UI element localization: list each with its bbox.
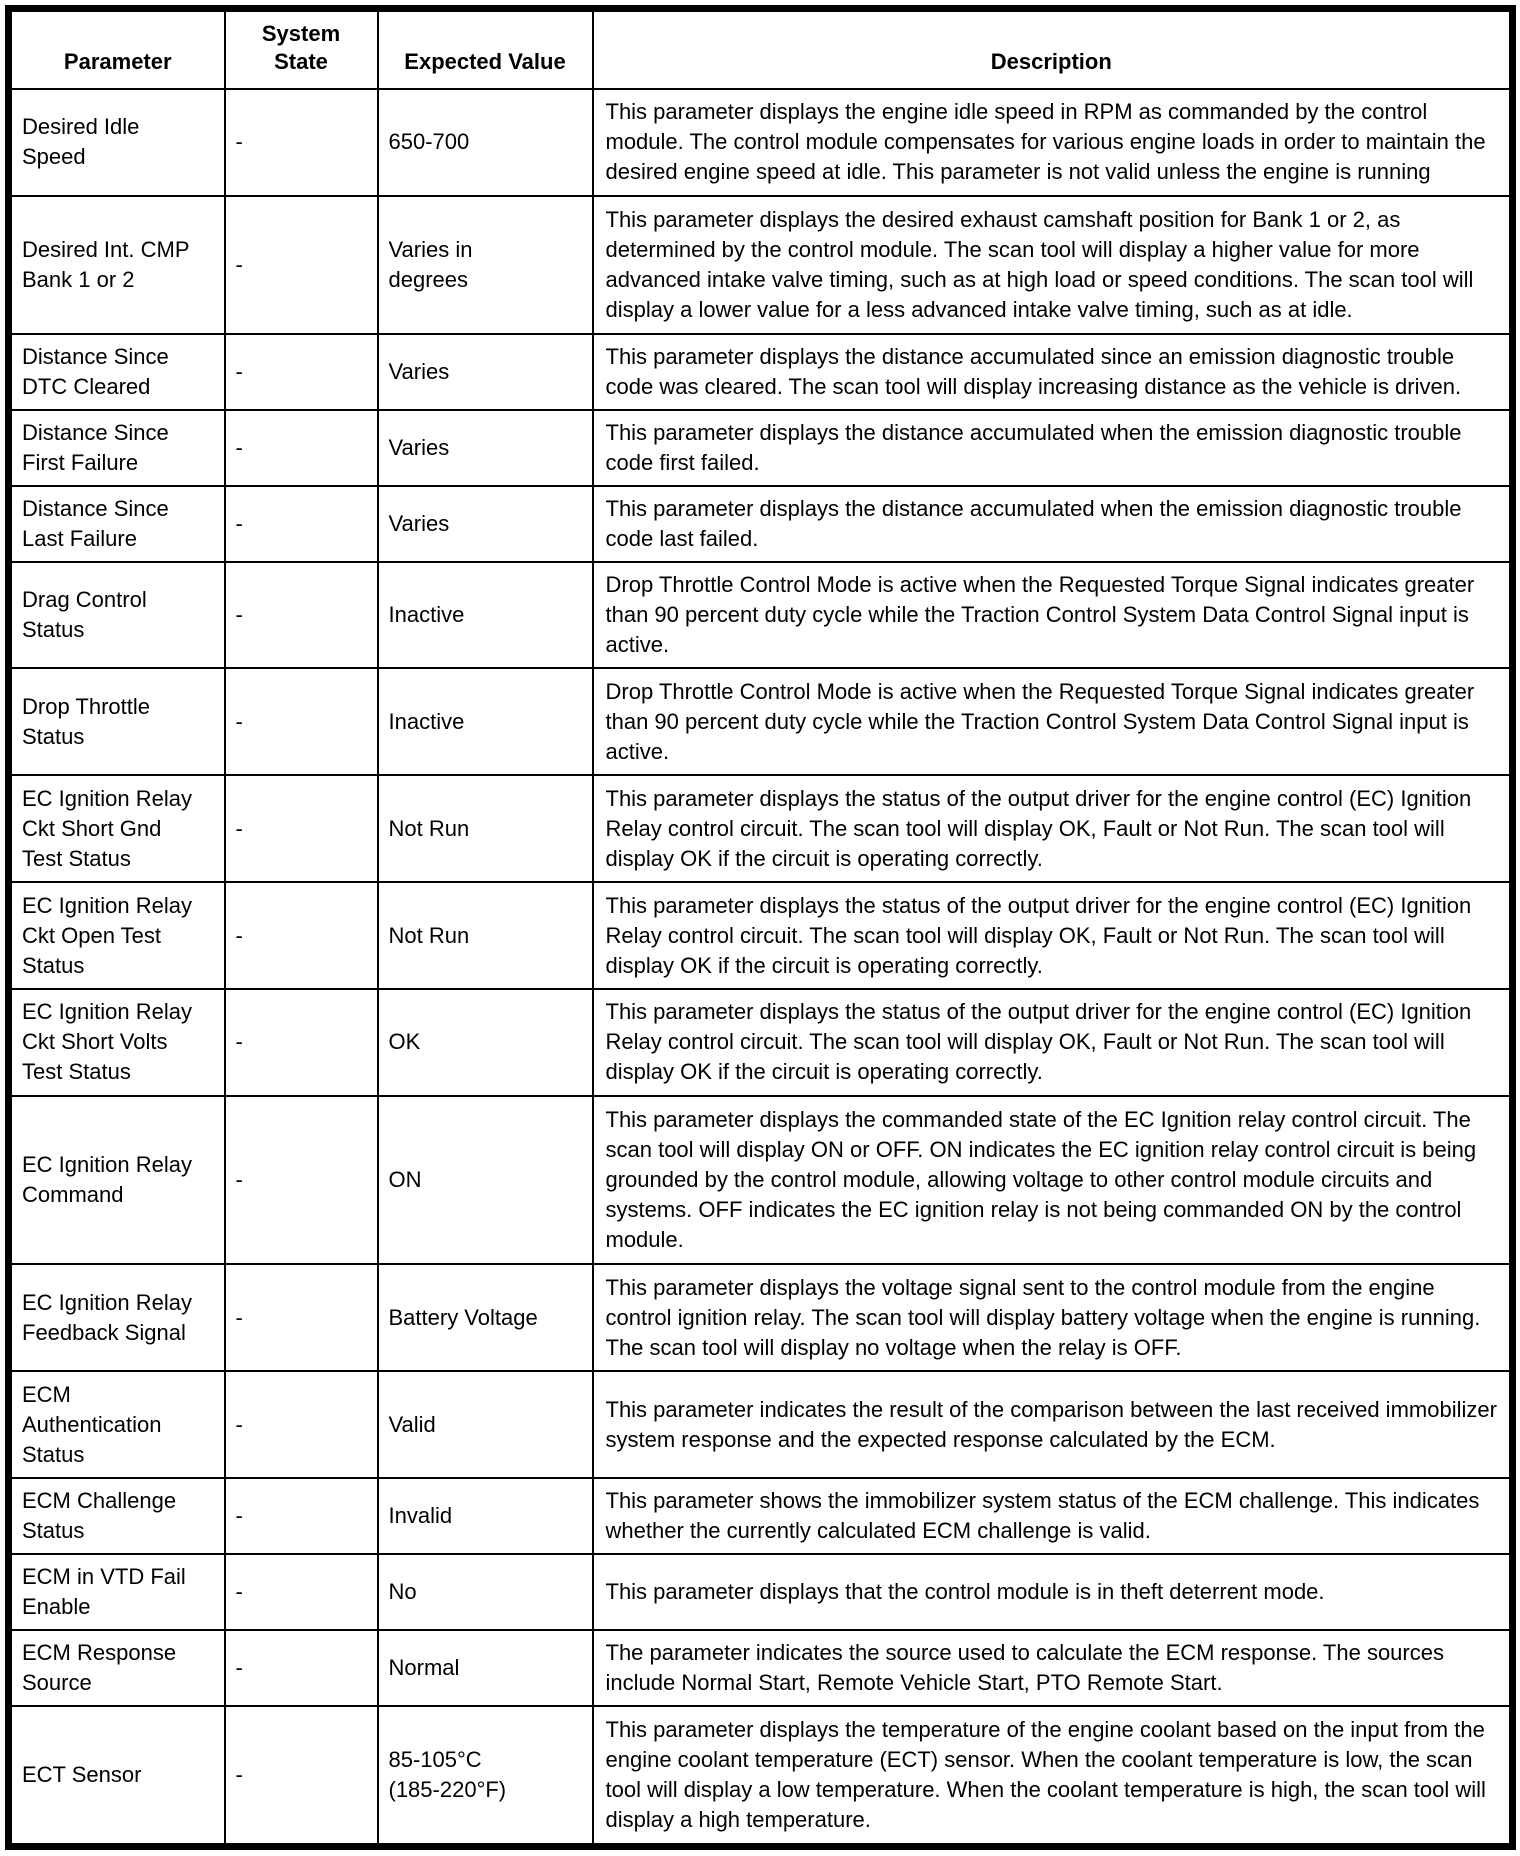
desc-cell: This parameter displays the distance acc… (591, 408, 1514, 487)
desc-cell: This parameter displays the status of th… (591, 881, 1514, 990)
value-cell: Varies in degrees (376, 194, 594, 335)
desc-cell: This parameter displays the distance acc… (591, 332, 1514, 411)
value-cell: Battery Voltage (376, 1263, 594, 1373)
header-row: Parameter System State Expected Value De… (7, 7, 1514, 90)
table-row: ECT Sensor - 85-105°C (185-220°F) This p… (7, 1705, 1514, 1848)
table-row: ECM Response Source - Normal The paramet… (7, 1629, 1514, 1708)
state-cell: - (223, 1094, 379, 1266)
state-cell: - (223, 408, 379, 487)
param-cell: Drag Control Status (7, 560, 226, 670)
desc-cell: This parameter displays the status of th… (591, 774, 1514, 884)
state-cell: - (223, 667, 379, 777)
state-cell: - (223, 1553, 379, 1632)
state-cell: - (223, 987, 379, 1097)
value-cell: Valid (376, 1370, 594, 1480)
param-cell: ECM Authentication Status (7, 1370, 226, 1480)
param-cell: Desired Idle Speed (7, 88, 226, 197)
desc-cell: This parameter shows the immobilizer sys… (591, 1477, 1514, 1556)
state-cell: - (223, 332, 379, 411)
value-cell: Invalid (376, 1477, 594, 1556)
param-cell: EC Ignition Relay Ckt Short Gnd Test Sta… (7, 774, 226, 884)
value-cell: Inactive (376, 667, 594, 777)
value-cell: Varies (376, 332, 594, 411)
desc-cell: Drop Throttle Control Mode is active whe… (591, 560, 1514, 670)
table-row: Distance Since First Failure - Varies Th… (7, 408, 1514, 487)
parameters-table: Parameter System State Expected Value De… (5, 5, 1516, 1850)
table-row: EC Ignition Relay Command - ON This para… (7, 1094, 1514, 1266)
value-cell: 85-105°C (185-220°F) (376, 1705, 594, 1848)
param-cell: Distance Since First Failure (7, 408, 226, 487)
table-row: Distance Since Last Failure - Varies Thi… (7, 484, 1514, 563)
param-cell: Desired Int. CMP Bank 1 or 2 (7, 194, 226, 335)
value-cell: Not Run (376, 881, 594, 990)
table-row: EC Ignition Relay Ckt Short Volts Test S… (7, 987, 1514, 1097)
param-cell: ECM Challenge Status (7, 1477, 226, 1556)
col-header-description: Description (591, 7, 1514, 90)
value-cell: Not Run (376, 774, 594, 884)
desc-cell: The parameter indicates the source used … (591, 1629, 1514, 1708)
value-cell: Varies (376, 408, 594, 487)
desc-cell: This parameter displays the engine idle … (591, 88, 1514, 197)
table-row: ECM Authentication Status - Valid This p… (7, 1370, 1514, 1480)
desc-cell: This parameter displays the distance acc… (591, 484, 1514, 563)
value-cell: Varies (376, 484, 594, 563)
state-cell: - (223, 1705, 379, 1848)
table-row: Drop Throttle Status - Inactive Drop Thr… (7, 667, 1514, 777)
desc-cell: This parameter displays the status of th… (591, 987, 1514, 1097)
param-cell: ECM in VTD Fail Enable (7, 1553, 226, 1632)
state-cell: - (223, 560, 379, 670)
value-cell: OK (376, 987, 594, 1097)
param-cell: EC Ignition Relay Ckt Open Test Status (7, 881, 226, 990)
state-cell: - (223, 1370, 379, 1480)
value-cell: No (376, 1553, 594, 1632)
state-cell: - (223, 881, 379, 990)
table-row: ECM Challenge Status - Invalid This para… (7, 1477, 1514, 1556)
param-cell: ECT Sensor (7, 1705, 226, 1848)
value-cell: 650-700 (376, 88, 594, 197)
table-body: Desired Idle Speed - 650-700 This parame… (7, 88, 1514, 1848)
col-header-system-state: System State (223, 7, 379, 90)
table-header: Parameter System State Expected Value De… (7, 7, 1514, 90)
param-cell: Drop Throttle Status (7, 667, 226, 777)
param-cell: ECM Response Source (7, 1629, 226, 1708)
state-cell: - (223, 484, 379, 563)
table-row: Distance Since DTC Cleared - Varies This… (7, 332, 1514, 411)
state-cell: - (223, 88, 379, 197)
table-row: Desired Idle Speed - 650-700 This parame… (7, 88, 1514, 197)
col-header-parameter: Parameter (7, 7, 226, 90)
param-cell: EC Ignition Relay Command (7, 1094, 226, 1266)
desc-cell: Drop Throttle Control Mode is active whe… (591, 667, 1514, 777)
desc-cell: This parameter displays the desired exha… (591, 194, 1514, 335)
state-cell: - (223, 194, 379, 335)
desc-cell: This parameter indicates the result of t… (591, 1370, 1514, 1480)
table-row: EC Ignition Relay Ckt Open Test Status -… (7, 881, 1514, 990)
table-row: Desired Int. CMP Bank 1 or 2 - Varies in… (7, 194, 1514, 335)
table-row: EC Ignition Relay Feedback Signal - Batt… (7, 1263, 1514, 1373)
value-cell: Normal (376, 1629, 594, 1708)
col-header-expected-value: Expected Value (376, 7, 594, 90)
param-cell: EC Ignition Relay Ckt Short Volts Test S… (7, 987, 226, 1097)
desc-cell: This parameter displays that the control… (591, 1553, 1514, 1632)
state-cell: - (223, 1477, 379, 1556)
param-cell: Distance Since Last Failure (7, 484, 226, 563)
state-cell: - (223, 1629, 379, 1708)
desc-cell: This parameter displays the temperature … (591, 1705, 1514, 1848)
value-cell: Inactive (376, 560, 594, 670)
param-cell: Distance Since DTC Cleared (7, 332, 226, 411)
value-cell: ON (376, 1094, 594, 1266)
desc-cell: This parameter displays the commanded st… (591, 1094, 1514, 1266)
state-cell: - (223, 774, 379, 884)
table-row: Drag Control Status - Inactive Drop Thro… (7, 560, 1514, 670)
param-cell: EC Ignition Relay Feedback Signal (7, 1263, 226, 1373)
state-cell: - (223, 1263, 379, 1373)
table-row: ECM in VTD Fail Enable - No This paramet… (7, 1553, 1514, 1632)
table-row: EC Ignition Relay Ckt Short Gnd Test Sta… (7, 774, 1514, 884)
desc-cell: This parameter displays the voltage sign… (591, 1263, 1514, 1373)
